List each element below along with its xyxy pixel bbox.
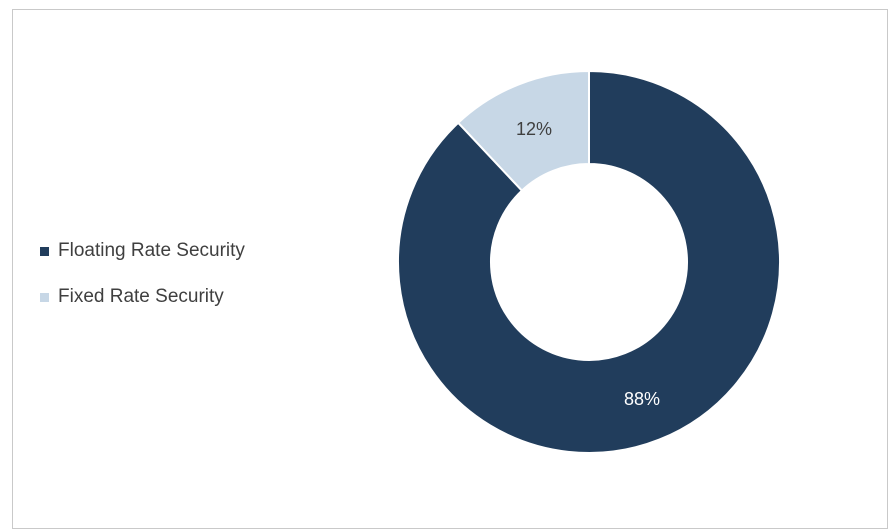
donut-chart: 88% 12% bbox=[397, 69, 781, 454]
data-label-floating-rate: 88% bbox=[624, 389, 660, 409]
legend-item-floating-rate: Floating Rate Security bbox=[40, 228, 245, 274]
data-label-fixed-rate: 12% bbox=[516, 119, 552, 139]
legend-label-floating-rate: Floating Rate Security bbox=[58, 240, 245, 261]
legend-swatch-floating-rate bbox=[40, 246, 49, 256]
legend-item-fixed-rate: Fixed Rate Security bbox=[40, 274, 245, 320]
donut-slice-floating-rate bbox=[397, 69, 781, 454]
donut-slice-fixed-rate bbox=[456, 69, 590, 192]
legend-label-fixed-rate: Fixed Rate Security bbox=[58, 286, 224, 307]
legend: Floating Rate Security Fixed Rate Securi… bbox=[40, 228, 245, 320]
legend-swatch-fixed-rate bbox=[40, 292, 49, 302]
